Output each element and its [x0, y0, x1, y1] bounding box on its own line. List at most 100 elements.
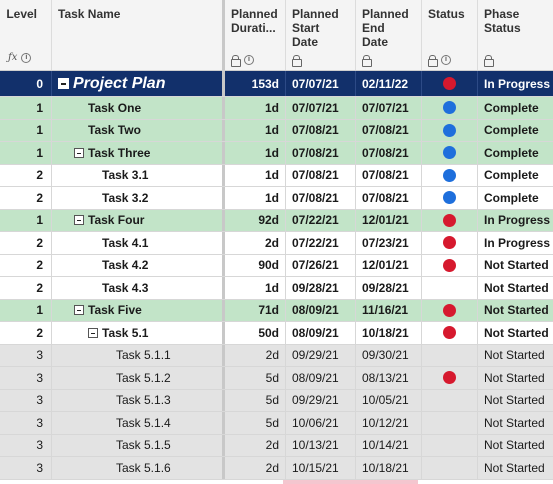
task-name-cell[interactable]: Task 5.1.2	[52, 367, 225, 389]
task-name-cell[interactable]: Task 4.2	[52, 254, 225, 276]
status-cell[interactable]	[422, 209, 478, 231]
task-name-cell[interactable]: Task 4.1	[52, 232, 225, 254]
planned-end-cell[interactable]: 08/13/21	[356, 367, 422, 389]
planned-duration-cell[interactable]: 50d	[225, 322, 286, 344]
table-row[interactable]: 3 Task 5.1.6 2d 10/15/21 10/18/21 Not Started	[0, 457, 553, 480]
planned-duration-cell[interactable]: 1d	[225, 97, 286, 119]
planned-end-cell[interactable]: 10/14/21	[356, 434, 422, 456]
column-header-planned-end-date[interactable]: Planned End Date	[356, 0, 422, 70]
level-cell[interactable]: 2	[0, 277, 52, 299]
column-header-planned-start-date[interactable]: Planned Start Date	[286, 0, 356, 70]
task-name-cell[interactable]: Task 3.1	[52, 164, 225, 186]
level-cell[interactable]: 3	[0, 434, 52, 456]
planned-start-cell[interactable]: 09/29/21	[286, 344, 356, 366]
level-cell[interactable]: 2	[0, 232, 52, 254]
table-row[interactable]: 2 Task 4.1 2d 07/22/21 07/23/21 In Progress	[0, 232, 553, 255]
planned-duration-cell[interactable]: 1d	[225, 142, 286, 164]
status-cell[interactable]	[422, 142, 478, 164]
level-cell[interactable]: 1	[0, 142, 52, 164]
planned-end-cell[interactable]: 12/01/21	[356, 254, 422, 276]
column-header-planned-duration[interactable]: Planned Durati... i	[225, 0, 286, 70]
table-row[interactable]: 0 Project Plan 153d 07/07/21 02/11/22 In Prog…	[0, 71, 553, 97]
planned-start-cell[interactable]: 07/26/21	[286, 254, 356, 276]
level-cell[interactable]: 1	[0, 97, 52, 119]
planned-duration-cell[interactable]: 5d	[225, 412, 286, 434]
phase-status-cell[interactable]: Not Started	[484, 303, 549, 318]
planned-start-cell[interactable]: 10/13/21	[286, 434, 356, 456]
planned-start-cell[interactable]: 07/08/21	[286, 142, 356, 164]
planned-duration-cell[interactable]: 1d	[225, 119, 286, 141]
planned-end-cell[interactable]: 07/07/21	[356, 97, 422, 119]
task-name-cell[interactable]: Task 5.1.1	[52, 344, 225, 366]
planned-start-cell[interactable]: 10/06/21	[286, 412, 356, 434]
collapse-toggle-icon[interactable]	[74, 305, 84, 316]
table-row[interactable]: 2 Task 4.3 1d 09/28/21 09/28/21 Not Started	[0, 277, 553, 300]
planned-start-cell[interactable]: 07/08/21	[286, 164, 356, 186]
level-cell[interactable]: 2	[0, 164, 52, 186]
planned-start-cell[interactable]: 08/09/21	[286, 322, 356, 344]
status-cell[interactable]	[422, 187, 478, 209]
collapse-toggle-icon[interactable]	[74, 147, 84, 158]
table-row[interactable]: 1 Task Two 1d 07/08/21 07/08/21 Complete	[0, 119, 553, 142]
phase-status-cell[interactable]: Not Started	[484, 370, 545, 385]
task-name-cell[interactable]: Task 5.1.4	[52, 412, 225, 434]
status-cell[interactable]	[422, 412, 478, 434]
status-cell[interactable]	[422, 97, 478, 119]
column-header-status[interactable]: Status i	[422, 0, 478, 70]
task-name-cell[interactable]: Task 4.3	[52, 277, 225, 299]
level-cell[interactable]: 3	[0, 457, 52, 479]
planned-duration-cell[interactable]: 5d	[225, 389, 286, 411]
task-name-cell[interactable]: Task One	[52, 97, 225, 119]
planned-end-cell[interactable]: 07/08/21	[356, 187, 422, 209]
phase-status-cell[interactable]: Not Started	[484, 460, 545, 475]
planned-end-cell[interactable]: 11/16/21	[356, 299, 422, 321]
table-row[interactable]: 3 Task 5.1.4 5d 10/06/21 10/12/21 Not Started	[0, 412, 553, 435]
planned-end-cell[interactable]: 12/01/21	[356, 209, 422, 231]
planned-duration-cell[interactable]: 71d	[225, 299, 286, 321]
status-cell[interactable]	[422, 232, 478, 254]
planned-start-cell[interactable]: 09/28/21	[286, 277, 356, 299]
status-cell[interactable]	[422, 254, 478, 276]
phase-status-cell[interactable]: Not Started	[484, 325, 549, 340]
phase-status-cell[interactable]: In Progress	[484, 235, 551, 250]
table-row[interactable]: 1 Task Five 71d 08/09/21 11/16/21 Not Started	[0, 299, 553, 322]
planned-duration-cell[interactable]: 1d	[225, 277, 286, 299]
task-name-cell[interactable]: Task Four	[52, 209, 225, 231]
task-name-cell[interactable]: Task 5.1.6	[52, 457, 225, 479]
planned-end-cell[interactable]: 09/28/21	[356, 277, 422, 299]
level-cell[interactable]: 1	[0, 209, 52, 231]
planned-end-cell[interactable]: 10/12/21	[356, 412, 422, 434]
level-cell[interactable]: 1	[0, 299, 52, 321]
info-icon[interactable]: i	[244, 55, 254, 65]
phase-status-cell[interactable]: Complete	[484, 123, 539, 138]
level-cell[interactable]: 3	[0, 344, 52, 366]
collapse-toggle-icon[interactable]	[88, 327, 98, 338]
planned-duration-cell[interactable]: 92d	[225, 209, 286, 231]
level-cell[interactable]: 2	[0, 187, 52, 209]
planned-duration-cell[interactable]: 2d	[225, 457, 286, 479]
task-name-cell[interactable]: Task 5.1.5	[52, 434, 225, 456]
level-cell[interactable]: 0	[0, 71, 52, 96]
level-cell[interactable]: 3	[0, 412, 52, 434]
planned-end-cell[interactable]: 07/08/21	[356, 119, 422, 141]
task-name-cell[interactable]: Task Three	[52, 142, 225, 164]
planned-start-cell[interactable]: 07/22/21	[286, 209, 356, 231]
column-header-phase-status[interactable]: Phase Status	[478, 0, 553, 70]
column-header-task-name[interactable]: Task Name	[52, 0, 225, 70]
planned-start-cell[interactable]: 08/09/21	[286, 367, 356, 389]
planned-duration-cell[interactable]: 2d	[225, 344, 286, 366]
table-row[interactable]: 2 Task 5.1 50d 08/09/21 10/18/21 Not Started	[0, 322, 553, 345]
planned-end-cell[interactable]: 07/08/21	[356, 142, 422, 164]
planned-end-cell[interactable]: 07/23/21	[356, 232, 422, 254]
table-row[interactable]: 3 Task 5.1.2 5d 08/09/21 08/13/21 Not Started	[0, 367, 553, 390]
table-row[interactable]: 3 Task 5.1.3 5d 09/29/21 10/05/21 Not Started	[0, 389, 553, 412]
status-cell[interactable]	[422, 299, 478, 321]
phase-status-cell[interactable]: Not Started	[484, 280, 549, 295]
table-row[interactable]: 2 Task 3.1 1d 07/08/21 07/08/21 Complete	[0, 164, 553, 187]
status-cell[interactable]	[422, 119, 478, 141]
task-name-cell[interactable]: Task Two	[52, 119, 225, 141]
table-row[interactable]: 1 Task One 1d 07/07/21 07/07/21 Complete	[0, 97, 553, 120]
phase-status-cell[interactable]: Not Started	[484, 438, 545, 453]
status-cell[interactable]	[422, 457, 478, 479]
table-row[interactable]: 2 Task 4.2 90d 07/26/21 12/01/21 Not Started	[0, 254, 553, 277]
